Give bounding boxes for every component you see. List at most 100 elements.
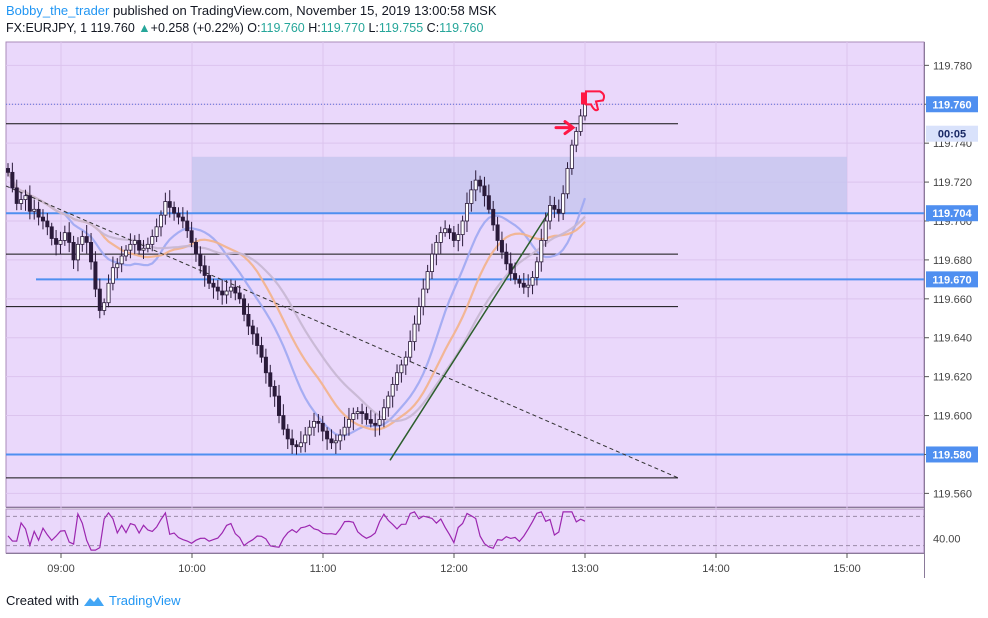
- candle-body: [438, 232, 443, 243]
- time-axis[interactable]: 09:00 10:00 11:00 12:00 13:00 14:00 15:00: [47, 553, 861, 575]
- candle-body: [154, 226, 159, 237]
- candle-body: [185, 220, 190, 232]
- candle-body: [360, 411, 365, 415]
- x-tick-label: 13:00: [571, 563, 599, 575]
- candle-body: [106, 282, 111, 304]
- x-tick-label: 11:00: [310, 563, 337, 575]
- symbol-legend: FX:EURJPY, 1 119.760 ▲+0.258 (+0.22%) O:…: [6, 21, 483, 35]
- candle-body: [377, 419, 382, 426]
- candle-body: [268, 372, 273, 387]
- candle-body: [294, 444, 299, 448]
- candle-body: [45, 220, 50, 228]
- oscillator: [6, 511, 924, 551]
- candle-body: [491, 208, 496, 226]
- candle-body: [482, 185, 487, 197]
- close-value: 119.760: [439, 21, 484, 35]
- oscillator-pane[interactable]: [5, 508, 925, 554]
- candle-body: [58, 240, 63, 245]
- candle-body: [486, 195, 491, 210]
- candle-body: [75, 243, 80, 261]
- up-triangle-icon: ▲: [138, 21, 151, 35]
- candle-body: [246, 313, 251, 327]
- candle-body: [342, 426, 347, 436]
- candle-body: [145, 243, 150, 249]
- candle-body: [504, 251, 509, 265]
- candle-body: [408, 341, 413, 358]
- candle-body: [207, 275, 212, 284]
- candle-body: [71, 241, 76, 261]
- candle-body: [543, 220, 548, 241]
- candle-body: [395, 372, 400, 385]
- candle-body: [93, 261, 98, 290]
- candle-body: [351, 413, 356, 420]
- candle-body: [298, 442, 303, 448]
- trendlines: [6, 185, 679, 479]
- candle-body: [40, 216, 45, 222]
- candle-body: [128, 243, 133, 251]
- candle-body: [176, 212, 181, 218]
- y-tick-label: 119.660: [933, 294, 972, 306]
- candle-body: [137, 240, 142, 251]
- candle-body: [237, 292, 242, 300]
- price-label-box: [926, 96, 978, 113]
- candle-body: [583, 103, 588, 117]
- y-tick-label: 119.680: [933, 255, 972, 267]
- moving-average-line: [7, 171, 586, 431]
- candle-body: [451, 232, 456, 241]
- candle-body: [224, 290, 229, 296]
- candle-body: [565, 168, 570, 195]
- candle-body: [473, 179, 478, 191]
- symbol-label: FX:EURJPY, 1: [6, 21, 88, 35]
- candle-body: [23, 195, 28, 200]
- candle-body: [578, 115, 583, 132]
- y-tick-label: 119.560: [933, 488, 972, 500]
- thumbs-down-icon: [581, 90, 605, 112]
- candle-body: [521, 282, 526, 288]
- candle-body: [574, 131, 579, 146]
- candle-body: [373, 422, 378, 426]
- candle-body: [215, 286, 220, 292]
- tradingview-brand[interactable]: TradingView: [108, 593, 181, 608]
- candle-body: [456, 234, 461, 241]
- candle-body: [110, 267, 115, 284]
- price-label-text: 119.760: [932, 99, 971, 111]
- candle-body: [97, 288, 102, 311]
- candle-body: [530, 277, 535, 286]
- candle-body: [499, 240, 504, 253]
- low-value: 119.755: [378, 21, 424, 35]
- main-pane[interactable]: [5, 41, 925, 508]
- candle-body: [198, 253, 203, 267]
- candle-body: [425, 271, 430, 290]
- y-tick-label: 119.640: [933, 333, 972, 345]
- high-label: H:: [308, 21, 321, 35]
- x-tick-label: 10:00: [178, 563, 206, 575]
- candle-body: [416, 306, 421, 325]
- x-tick-label: 09:00: [47, 563, 75, 575]
- candle-body: [311, 420, 316, 428]
- price-label-text: 119.670: [932, 274, 971, 286]
- candle-body: [464, 203, 469, 222]
- candle-body: [381, 407, 386, 420]
- candle-body: [526, 284, 531, 288]
- author-name[interactable]: Bobby_the_trader: [6, 3, 110, 18]
- candle-body: [430, 253, 435, 272]
- candle-body: [67, 232, 72, 243]
- x-tick-label: 14:00: [702, 563, 730, 575]
- candle-body: [316, 420, 321, 424]
- moving-average-line: [7, 171, 587, 437]
- candle-body: [390, 384, 395, 397]
- candle-body: [434, 241, 439, 255]
- candle-body: [14, 187, 19, 204]
- candle-body: [508, 263, 513, 274]
- candle-body: [115, 263, 120, 269]
- candle-body: [36, 208, 41, 218]
- candle-body: [346, 419, 351, 428]
- tradingview-logo-icon[interactable]: [83, 595, 105, 607]
- down-trendline: [6, 185, 679, 479]
- candle-body: [62, 232, 67, 241]
- candle-body: [325, 430, 330, 440]
- arrow-right-icon: [554, 120, 576, 136]
- candle-body: [281, 415, 286, 430]
- candle-body: [355, 411, 360, 415]
